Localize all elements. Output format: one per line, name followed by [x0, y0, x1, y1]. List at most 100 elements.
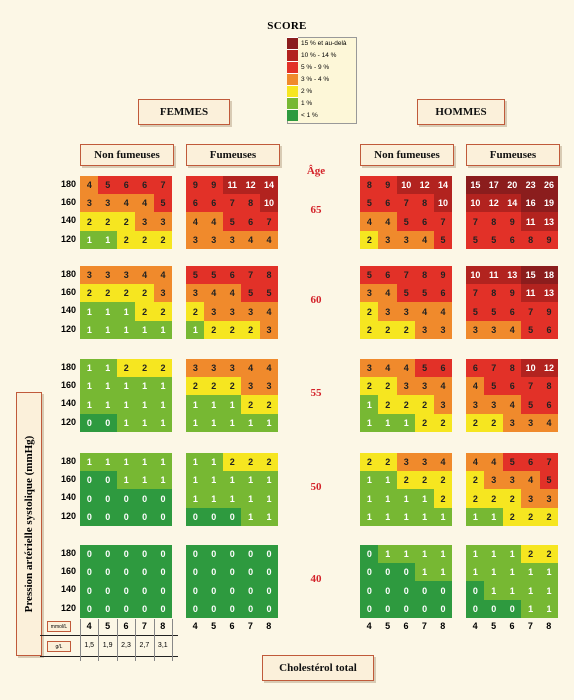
risk-cell: 8	[484, 284, 504, 303]
legend-swatch	[287, 49, 298, 61]
risk-cell: 3	[222, 230, 242, 250]
risk-cell: 6	[539, 320, 559, 340]
risk-cell: 1	[116, 471, 136, 490]
x-tick-label: 5	[105, 621, 111, 631]
risk-cell: 1	[396, 545, 416, 564]
risk-cell: 3	[484, 320, 504, 340]
legend-item: 5 % - 9 %	[287, 61, 329, 73]
risk-cell: 0	[222, 545, 242, 564]
risk-cell: 1	[396, 507, 416, 527]
sbp-label: 140	[60, 492, 76, 503]
risk-cell: 0	[98, 581, 118, 600]
risk-cell: 1	[80, 302, 99, 321]
risk-cell: 9	[502, 284, 522, 303]
table-divider	[172, 619, 173, 661]
risk-cell: 10	[466, 266, 485, 285]
sbp-label: 180	[60, 548, 76, 558]
gl-value: 1,9	[102, 642, 113, 649]
risk-cell: 1	[378, 489, 398, 508]
risk-cell: 2	[259, 453, 279, 472]
risk-cell: 1	[484, 563, 504, 582]
risk-cell: 0	[204, 507, 224, 527]
chart-title: SCORE	[267, 20, 307, 32]
risk-cell: 2	[186, 302, 205, 321]
risk-cell: 0	[378, 581, 398, 600]
risk-cell: 2	[502, 489, 522, 508]
risk-cell: 0	[98, 489, 118, 508]
risk-cell: 5	[502, 453, 522, 472]
risk-cell: 1	[98, 230, 118, 250]
risk-cell: 3	[396, 230, 416, 250]
sbp-label: 180	[60, 456, 76, 466]
x-tick-label: 6	[229, 621, 235, 631]
risk-cell: 2	[241, 320, 260, 340]
age-label: 55	[310, 387, 322, 399]
sbp-label: 160	[60, 287, 76, 298]
x-tick-label: 4	[472, 621, 478, 631]
risk-cell: 4	[396, 359, 416, 378]
x-tick-label: 6	[509, 621, 515, 631]
risk-cell: 2	[135, 302, 154, 321]
risk-cell: 6	[433, 359, 453, 378]
risk-cell: 1	[153, 320, 173, 340]
risk-cell: 0	[186, 563, 205, 582]
risk-cell: 3	[80, 194, 99, 213]
gl-value: 2,7	[139, 642, 150, 649]
risk-cell: 0	[135, 507, 154, 527]
table-divider	[135, 619, 137, 661]
risk-cell: 4	[539, 413, 559, 433]
risk-cell: 5	[415, 284, 434, 303]
x-tick-label: 5	[385, 621, 391, 631]
unit-mmol: mmol/L	[47, 621, 71, 632]
table-rule	[40, 635, 178, 636]
risk-cell: 2	[378, 320, 398, 340]
risk-cell: 1	[502, 581, 522, 600]
legend-item: 15 % et au-delà	[287, 37, 347, 49]
risk-cell: 12	[539, 359, 559, 378]
risk-cell: 0	[360, 545, 379, 564]
risk-cell: 1	[222, 471, 242, 490]
risk-cell: 3	[502, 471, 522, 490]
risk-cell: 1	[135, 453, 154, 472]
risk-cell: 0	[153, 599, 173, 619]
risk-cell: 1	[116, 320, 136, 340]
header-women-smoker: Fumeuses	[186, 144, 280, 166]
x-tick-label: 4	[86, 621, 92, 631]
sbp-label: 140	[60, 215, 76, 226]
risk-cell: 1	[135, 320, 154, 340]
risk-cell: 14	[502, 194, 522, 213]
x-tick-label: 4	[192, 621, 198, 631]
table-divider	[98, 619, 100, 661]
risk-cell: 0	[360, 563, 379, 582]
risk-cell: 1	[80, 320, 99, 340]
risk-cell: 1	[98, 320, 118, 340]
risk-cell: 0	[396, 581, 416, 600]
risk-cell: 1	[98, 377, 118, 396]
risk-cell: 6	[466, 359, 485, 378]
risk-cell: 2	[433, 413, 453, 433]
risk-cell: 3	[204, 230, 224, 250]
risk-cell: 3	[80, 266, 99, 285]
risk-cell: 1	[204, 471, 224, 490]
sbp-label: 160	[60, 566, 76, 577]
risk-cell: 1	[396, 413, 416, 433]
risk-cell: 2	[378, 377, 398, 396]
risk-cell: 6	[116, 176, 136, 195]
risk-cell: 4	[466, 377, 485, 396]
x-tick-label: 7	[421, 621, 427, 631]
risk-cell: 4	[521, 471, 540, 490]
sbp-label: 160	[60, 197, 76, 208]
risk-cell: 4	[204, 284, 224, 303]
risk-cell: 5	[521, 395, 540, 414]
risk-cell: 3	[466, 395, 485, 414]
risk-cell: 1	[135, 471, 154, 490]
risk-cell: 1	[222, 489, 242, 508]
age-header: Âge	[306, 165, 326, 177]
risk-cell: 4	[484, 453, 504, 472]
risk-cell: 1	[378, 545, 398, 564]
header-men-smoker: Fumeuses	[466, 144, 560, 166]
risk-cell: 1	[153, 471, 173, 490]
risk-cell: 3	[396, 302, 416, 321]
sbp-label: 140	[60, 305, 76, 316]
